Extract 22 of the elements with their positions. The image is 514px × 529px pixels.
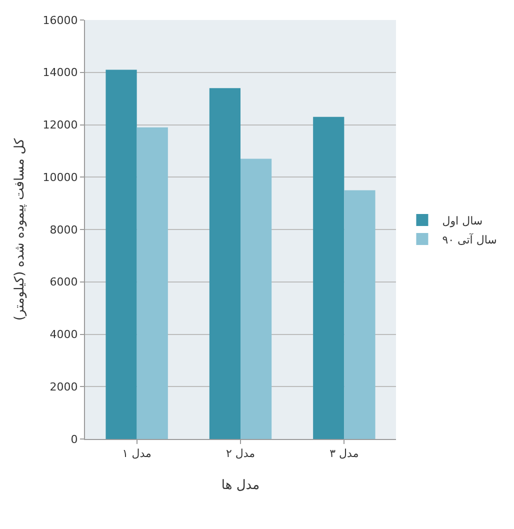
y-tick-label: 16000: [42, 14, 78, 27]
bar: [106, 70, 137, 439]
bar: [209, 88, 240, 439]
y-tick-label: 8000: [50, 223, 78, 236]
bar: [313, 116, 344, 439]
bar: [136, 127, 168, 439]
y-tick-label: 10000: [42, 170, 78, 184]
legend-label: سال اول: [442, 214, 483, 228]
y-tick-label: 6000: [50, 276, 78, 289]
x-tick-label: مدل ۱: [122, 447, 152, 460]
y-tick-label: 14000: [42, 66, 78, 80]
y-tick-label: 2000: [50, 380, 78, 394]
y-tick-label: 4000: [50, 328, 78, 342]
y-tick-label: 12000: [42, 118, 78, 132]
x-tick-label: مدل ۲: [226, 447, 256, 460]
x-tick-label: مدل ۳: [330, 447, 359, 460]
bar: [240, 158, 272, 439]
y-tick-label: 0: [70, 432, 78, 446]
x-axis-title: مدل ها: [221, 478, 260, 493]
y-axis-title: کل مسافت پیموده شده (کیلومتر): [12, 138, 28, 321]
bar: [344, 190, 376, 439]
legend-label: ۹۰ سال آتی: [442, 232, 497, 246]
